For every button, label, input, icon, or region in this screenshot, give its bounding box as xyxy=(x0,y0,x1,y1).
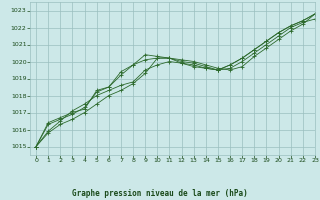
Text: Graphe pression niveau de la mer (hPa): Graphe pression niveau de la mer (hPa) xyxy=(72,189,248,198)
